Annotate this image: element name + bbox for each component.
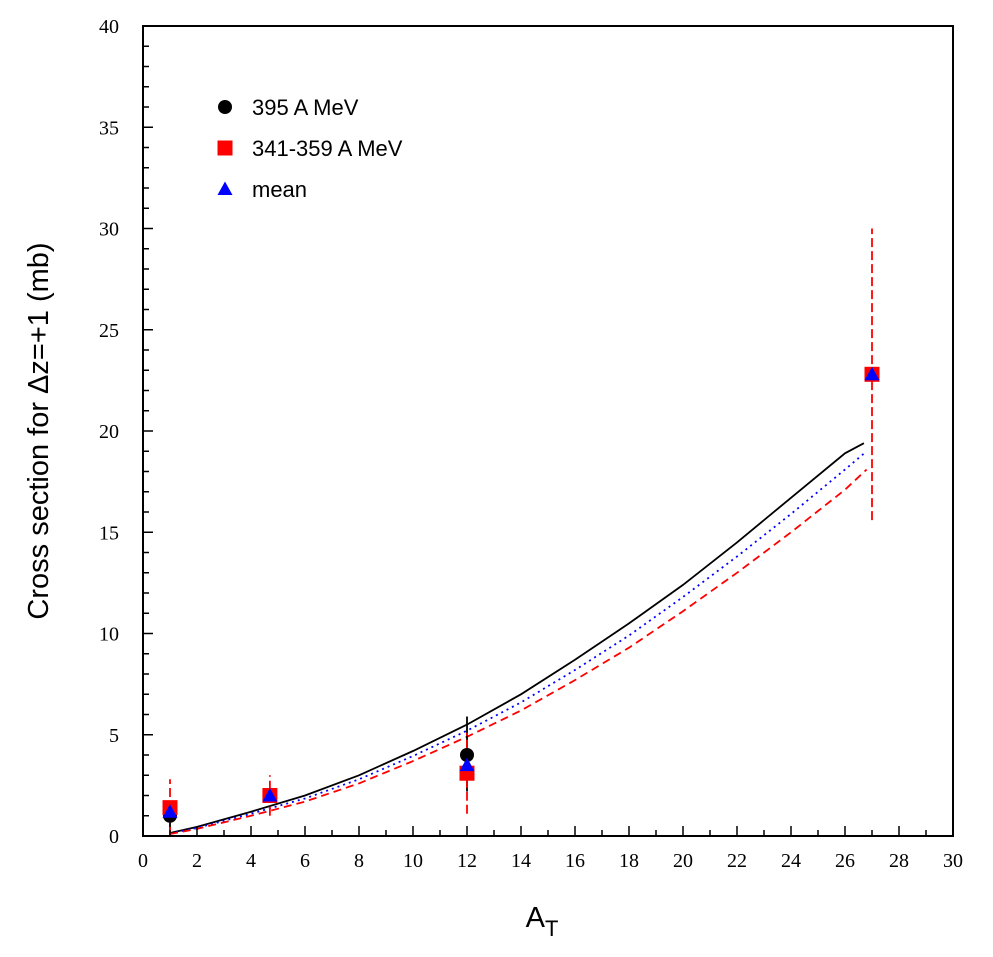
y-tick-label: 5 <box>109 725 119 747</box>
legend-label: mean <box>252 177 307 202</box>
x-tick-label: 0 <box>138 850 148 872</box>
x-tick-label: 26 <box>835 850 855 872</box>
data-point-circle <box>460 748 474 762</box>
x-tick-label: 18 <box>619 850 639 872</box>
x-axis-label: AT <box>526 902 559 941</box>
y-axis-ticks: 0 5 10 15 20 25 30 35 40 <box>99 16 153 848</box>
y-tick-label: 15 <box>99 522 119 544</box>
y-tick-label: 10 <box>99 624 119 646</box>
y-axis-label: Cross section for Δz=+1 (mb) <box>23 242 55 619</box>
y-tick-label: 25 <box>99 320 119 342</box>
x-tick-label: 16 <box>565 850 585 872</box>
x-tick-label: 30 <box>943 850 963 872</box>
data-point-square <box>217 140 233 156</box>
x-tick-label: 14 <box>511 850 531 872</box>
y-tick-label: 30 <box>99 219 119 241</box>
data-markers <box>162 366 880 823</box>
error-bars <box>169 228 873 836</box>
y-tick-label: 35 <box>99 117 119 139</box>
x-tick-label: 2 <box>192 850 202 872</box>
model-curves <box>169 442 868 835</box>
x-tick-label: 4 <box>246 850 256 872</box>
y-tick-label: 40 <box>99 16 119 38</box>
curve-solid <box>169 442 865 834</box>
curve-dashed <box>169 468 868 835</box>
data-point-circle <box>218 100 232 114</box>
data-point-triangle <box>217 181 233 195</box>
x-axis-ticks: 0 2 4 6 8 10 12 14 16 18 20 22 24 26 28 30 <box>138 826 963 872</box>
data-point-triangle <box>162 804 178 818</box>
legend-label: 341-359 A MeV <box>252 136 403 161</box>
y-tick-label: 0 <box>109 826 119 848</box>
x-tick-label: 6 <box>300 850 310 872</box>
x-tick-label: 10 <box>403 850 423 872</box>
x-tick-label: 28 <box>889 850 909 872</box>
data-point-triangle <box>864 366 880 381</box>
data-point-triangle <box>459 757 475 772</box>
x-tick-label: 20 <box>673 850 693 872</box>
curve-dotted <box>169 450 868 835</box>
data-point-triangle <box>262 788 278 802</box>
x-tick-label: 8 <box>354 850 364 872</box>
legend-label: 395 A MeV <box>252 95 359 120</box>
x-tick-label: 12 <box>457 850 477 872</box>
x-tick-label: 22 <box>727 850 747 872</box>
y-tick-label: 20 <box>99 421 119 443</box>
x-tick-label: 24 <box>781 850 801 872</box>
legend: 395 A MeV 341-359 A MeV mean <box>217 95 403 202</box>
